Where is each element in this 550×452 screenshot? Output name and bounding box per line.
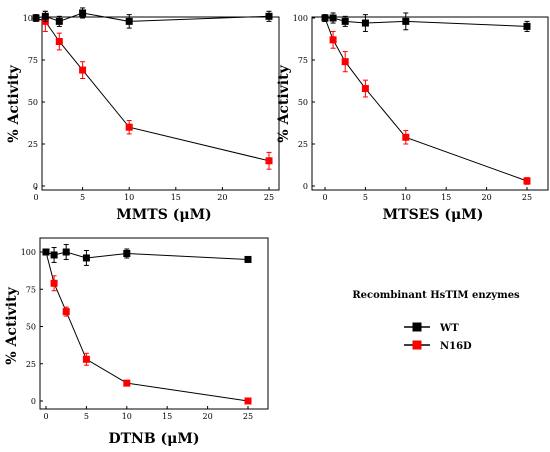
y-tick-label: 0 (31, 397, 36, 406)
y-axis-title: % Activity (4, 286, 20, 364)
x-tick-label: 25 (522, 193, 532, 202)
data-point-n16d (341, 58, 349, 66)
y-tick-label: 100 (23, 14, 38, 23)
data-point-n16d (523, 177, 531, 185)
data-point-n16d (125, 123, 133, 131)
data-point-n16d (361, 85, 369, 93)
y-tick-label: 75 (28, 56, 38, 65)
legend-entry-n16d: N16D (404, 340, 472, 352)
y-tick-label: 50 (298, 98, 308, 107)
data-point-wt (125, 17, 133, 25)
panel-mmts: MMTS (μM) % Activity 0 25 50 75 100 0 5 10 15 20 2… (6, 7, 280, 223)
data-point-n16d (265, 157, 273, 165)
series-line-wt (325, 17, 528, 27)
x-tick-label: 25 (264, 193, 274, 202)
data-point-wt (41, 12, 49, 20)
plot-frame (41, 16, 280, 191)
x-tick-label: 0 (322, 193, 327, 202)
series-line-n16d (324, 17, 528, 182)
x-tick-label: 15 (162, 412, 172, 421)
legend-marker-wt (412, 322, 422, 332)
data-point-wt (42, 248, 50, 256)
plot-frame (39, 237, 269, 410)
data-point-wt (402, 17, 410, 25)
y-tick-label: 25 (298, 140, 308, 149)
data-point-wt (123, 249, 131, 257)
y-tick-label: 50 (28, 98, 38, 107)
x-tick-label: 25 (243, 412, 253, 421)
x-tick-label: 15 (171, 193, 181, 202)
data-point-n16d (82, 355, 90, 363)
data-point-n16d (123, 379, 131, 387)
y-tick-label: 75 (298, 56, 308, 65)
data-point-wt (55, 17, 63, 25)
x-tick-label: 0 (33, 193, 38, 202)
data-point-n16d (244, 397, 252, 405)
y-tick-label: 0 (33, 182, 38, 191)
panel-mtses: MTSES (μM) % Activity 0 25 50 75 100 0 5 10 15 20… (276, 12, 549, 223)
panel-dtnb: DTNB (μM) % Activity 0 25 50 75 100 0 5 10 15 20 2… (4, 237, 269, 447)
x-tick-label: 5 (363, 193, 368, 202)
x-tick-label: 5 (80, 193, 85, 202)
x-tick-label: 10 (124, 193, 134, 202)
y-tick-label: 50 (26, 323, 36, 332)
data-point-n16d (79, 66, 87, 74)
data-point-n16d (402, 133, 410, 141)
data-point-n16d (50, 279, 58, 287)
data-point-wt (82, 254, 90, 262)
x-tick-label: 20 (482, 193, 492, 202)
legend-entry-wt: WT (404, 322, 459, 334)
legend-label-wt: WT (439, 323, 459, 334)
data-point-n16d (62, 308, 70, 316)
y-tick-label: 25 (26, 360, 36, 369)
x-tick-label: 5 (84, 412, 89, 421)
x-tick-label: 0 (43, 412, 48, 421)
data-point-wt (32, 14, 40, 22)
x-axis-title: MMTS (μM) (116, 207, 211, 223)
legend-marker-n16d (412, 340, 422, 350)
x-axis-title: MTSES (μM) (383, 207, 484, 223)
data-point-wt (62, 248, 70, 256)
y-tick-label: 100 (293, 14, 308, 23)
data-point-n16d (329, 36, 337, 44)
data-point-wt (361, 19, 369, 27)
y-tick-label: 75 (26, 285, 36, 294)
series-line-n16d (45, 251, 249, 402)
x-tick-label: 10 (122, 412, 132, 421)
legend-label-n16d: N16D (440, 341, 472, 352)
y-axis-title: % Activity (6, 64, 22, 142)
data-point-wt (523, 22, 531, 30)
x-tick-label: 15 (441, 193, 451, 202)
y-tick-label: 100 (21, 248, 36, 257)
x-axis-title: DTNB (μM) (108, 431, 199, 447)
y-tick-label: 0 (303, 182, 308, 191)
data-point-wt (341, 17, 349, 25)
plot-frame (311, 16, 549, 191)
series-line-wt (45, 251, 249, 260)
series-line-n16d (35, 17, 270, 162)
data-point-wt (50, 251, 58, 259)
data-point-wt (321, 14, 329, 22)
x-tick-label: 20 (217, 193, 227, 202)
data-point-wt (265, 12, 273, 20)
legend: Recombinant HsTIM enzymes WT N16D (352, 290, 520, 352)
data-point-wt (329, 14, 337, 22)
data-point-wt (79, 9, 87, 17)
legend-title: Recombinant HsTIM enzymes (352, 290, 520, 301)
x-tick-label: 10 (401, 193, 411, 202)
data-point-wt (244, 255, 252, 263)
x-tick-label: 20 (203, 412, 213, 421)
y-axis-title: % Activity (276, 64, 292, 142)
y-tick-label: 25 (28, 140, 38, 149)
data-point-n16d (55, 38, 63, 46)
